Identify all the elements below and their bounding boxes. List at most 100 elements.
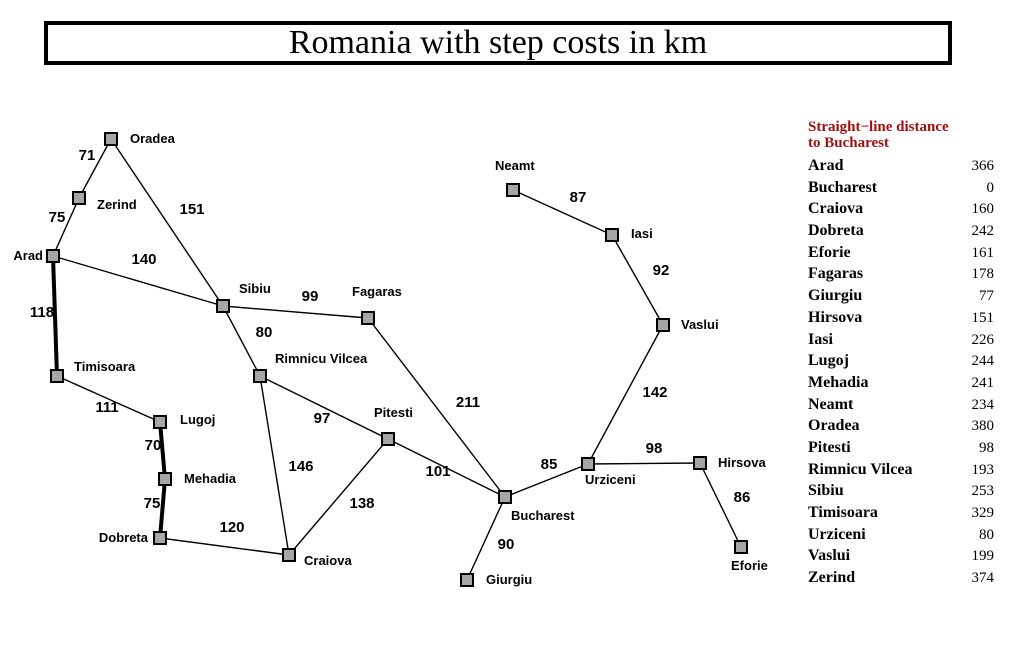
page-title: Romania with step costs in km — [288, 24, 708, 61]
road-cost-lugoj-mehadia: 70 — [145, 437, 162, 454]
sld-city-name: Dobreta — [808, 222, 864, 240]
road-arad-sibiu — [52, 255, 224, 307]
sld-city-name: Craiova — [808, 200, 864, 218]
city-node-zerind — [72, 191, 86, 205]
road-oradea-zerind — [78, 138, 112, 199]
sld-city-name: Arad — [808, 157, 844, 174]
road-cost-pitesti-bucharest: 101 — [425, 463, 450, 480]
road-pitesti-bucharest — [387, 438, 506, 498]
city-label-iasi: Iasi — [631, 226, 653, 241]
road-rimnicu-pitesti — [259, 375, 389, 440]
road-bucharest-urziceni — [504, 463, 589, 498]
sld-city-name: Eforie — [808, 243, 851, 261]
road-lugoj-mehadia — [158, 421, 167, 480]
road-cost-dobreta-craiova: 120 — [219, 519, 244, 536]
sld-city-name: Mehadia — [808, 373, 869, 391]
city-node-oradea — [104, 132, 118, 146]
sld-row: Timisoara 329 — [808, 504, 998, 526]
sld-distance-value: 241 — [971, 374, 995, 391]
road-cost-oradea-zerind: 71 — [79, 147, 96, 164]
road-cost-arad-timisoara: 118 — [30, 304, 54, 321]
road-cost-arad-sibiu: 140 — [131, 251, 156, 268]
sld-city-name: Vaslui — [808, 547, 851, 565]
sld-distance-value: 80 — [979, 526, 994, 543]
sld-row: Bucharest 0 — [808, 179, 998, 201]
sld-row: Urziceni 80 — [808, 526, 998, 548]
road-sibiu-fagaras — [222, 305, 369, 319]
sld-city-name: Urziceni — [808, 525, 866, 543]
cities-layer: Oradea Zerind Arad Timisoara Lugoj Mehadia Dob… — [13, 131, 768, 587]
sld-city-name: Fagaras — [808, 265, 864, 283]
city-label-rimnicu: Rimnicu Vilcea — [275, 351, 368, 366]
sld-city-name: Pitesti — [808, 438, 851, 456]
city-label-sibiu: Sibiu — [239, 281, 271, 296]
road-cost-fagaras-bucharest: 211 — [456, 394, 480, 411]
sld-distance-value: 244 — [971, 353, 995, 370]
sld-row: Rimnicu Vilcea 193 — [808, 461, 998, 483]
road-cost-zerind-arad: 75 — [49, 209, 66, 226]
city-node-mehadia — [158, 472, 172, 486]
road-cost-rimnicu-pitesti: 97 — [314, 410, 331, 427]
sld-row: Neamt 234 — [808, 396, 998, 418]
city-node-sibiu — [216, 299, 230, 313]
road-zerind-arad — [52, 197, 80, 257]
sld-heading-line2: to Bucharest — [808, 135, 889, 151]
sld-city-name: Lugoj — [808, 352, 849, 370]
roads-layer — [51, 138, 742, 581]
city-label-hirsova: Hirsova — [718, 455, 766, 470]
city-node-dobreta — [153, 531, 167, 545]
straight-line-distance-panel: Straight−line distance to Bucharest Arad… — [808, 119, 998, 591]
city-node-pitesti — [381, 432, 395, 446]
road-iasi-neamt — [512, 189, 613, 236]
road-urziceni-vaslui — [587, 324, 664, 465]
sld-row: Dobreta 242 — [808, 222, 998, 244]
sld-distance-value: 77 — [979, 288, 994, 305]
sld-distance-value: 374 — [971, 570, 995, 587]
road-cost-sibiu-rimnicu: 80 — [256, 324, 273, 341]
sld-distance-value: 193 — [971, 461, 995, 478]
city-label-arad: Arad — [13, 248, 43, 263]
sld-distance-value: 253 — [971, 483, 995, 500]
sld-row: Vaslui 199 — [808, 547, 998, 569]
road-cost-vaslui-iasi: 92 — [653, 262, 670, 279]
road-vaslui-iasi — [611, 234, 664, 326]
road-sibiu-rimnicu — [222, 305, 261, 377]
sld-distance-value: 199 — [971, 548, 995, 565]
sld-distance-value: 160 — [971, 201, 995, 218]
city-label-giurgiu: Giurgiu — [486, 572, 532, 587]
city-node-fagaras — [361, 311, 375, 325]
city-label-zerind: Zerind — [97, 197, 137, 212]
city-node-neamt — [506, 183, 520, 197]
city-node-urziceni — [581, 457, 595, 471]
sld-city-name: Giurgiu — [808, 287, 863, 305]
sld-row: Lugoj 244 — [808, 352, 998, 374]
city-label-oradea: Oradea — [130, 131, 176, 146]
city-node-giurgiu — [460, 573, 474, 587]
road-urziceni-hirsova — [587, 462, 701, 465]
city-label-dobreta: Dobreta — [99, 530, 149, 545]
sld-distance-value: 0 — [986, 179, 995, 196]
road-rimnicu-craiova — [259, 375, 290, 556]
sld-row: Hirsova 151 — [808, 309, 998, 331]
sld-row: Eforie 161 — [808, 244, 998, 266]
city-label-vaslui: Vaslui — [681, 317, 719, 332]
city-node-arad — [46, 249, 60, 263]
city-label-mehadia: Mehadia — [184, 471, 237, 486]
road-pitesti-craiova — [288, 438, 389, 556]
sld-city-name: Sibiu — [808, 482, 844, 500]
sld-city-name: Bucharest — [808, 178, 878, 196]
sld-row: Zerind 374 — [808, 569, 998, 591]
city-label-pitesti: Pitesti — [374, 405, 413, 420]
sld-row: Craiova 160 — [808, 200, 998, 222]
sld-city-name: Oradea — [808, 417, 860, 435]
sld-distance-value: 366 — [971, 158, 995, 174]
city-label-neamt: Neamt — [495, 158, 535, 173]
sld-row: Mehadia 241 — [808, 374, 998, 396]
city-label-lugoj: Lugoj — [180, 412, 215, 427]
title-box: Romania with step costs in km — [44, 21, 952, 65]
sld-heading: Straight−line distance to Bucharest — [808, 119, 998, 151]
sld-distance-value: 178 — [971, 266, 995, 283]
road-oradea-sibiu — [110, 138, 224, 307]
sld-row: Pitesti 98 — [808, 439, 998, 461]
sld-distance-value: 380 — [971, 418, 995, 435]
